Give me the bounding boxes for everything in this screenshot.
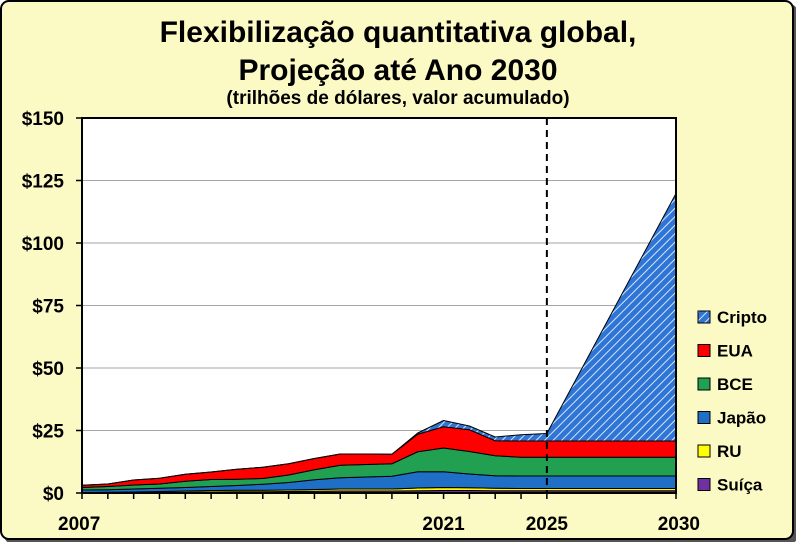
legend: Cripto EUA BCE Japão RU Suíça xyxy=(697,308,767,495)
legend-label-ru: RU xyxy=(717,442,742,461)
chart-title: Flexibilização quantitativa global, xyxy=(160,16,637,49)
legend-label-cripto: Cripto xyxy=(717,308,767,327)
legend-swatch-ru xyxy=(697,444,711,458)
x-tick-label: 2030 xyxy=(658,514,700,535)
legend-label-eua: EUA xyxy=(717,342,753,361)
legend-swatch-suica xyxy=(697,478,711,491)
y-tick-label: $150 xyxy=(22,109,64,130)
x-tick-label: 2007 xyxy=(58,514,100,535)
y-tick-label: $75 xyxy=(32,297,64,318)
y-tick-label: $50 xyxy=(32,359,64,380)
y-axis-ticks: $0 $25 $50 $75 $100 $125 $150 xyxy=(22,109,82,505)
legend-swatch-cripto xyxy=(697,310,711,324)
chart-subtitle: (trilhões de dólares, valor acumulado) xyxy=(226,88,569,109)
x-tick-label: 2021 xyxy=(422,514,465,535)
legend-swatch-japao xyxy=(697,411,711,424)
x-tick-label: 2025 xyxy=(526,514,569,535)
legend-label-suica: Suíça xyxy=(717,476,763,495)
legend-label-japao: Japão xyxy=(717,409,766,428)
y-tick-label: $125 xyxy=(22,172,65,193)
legend-label-bce: BCE xyxy=(717,375,753,394)
y-tick-label: $100 xyxy=(22,234,64,255)
chart-title-line2: Projeção até Ano 2030 xyxy=(238,54,557,87)
legend-swatch-bce xyxy=(697,377,711,391)
legend-swatch-eua xyxy=(697,344,711,357)
x-axis-ticks: 2007 2021 2025 2030 xyxy=(58,493,700,535)
y-tick-label: $25 xyxy=(32,422,64,443)
y-tick-label: $0 xyxy=(43,484,64,505)
